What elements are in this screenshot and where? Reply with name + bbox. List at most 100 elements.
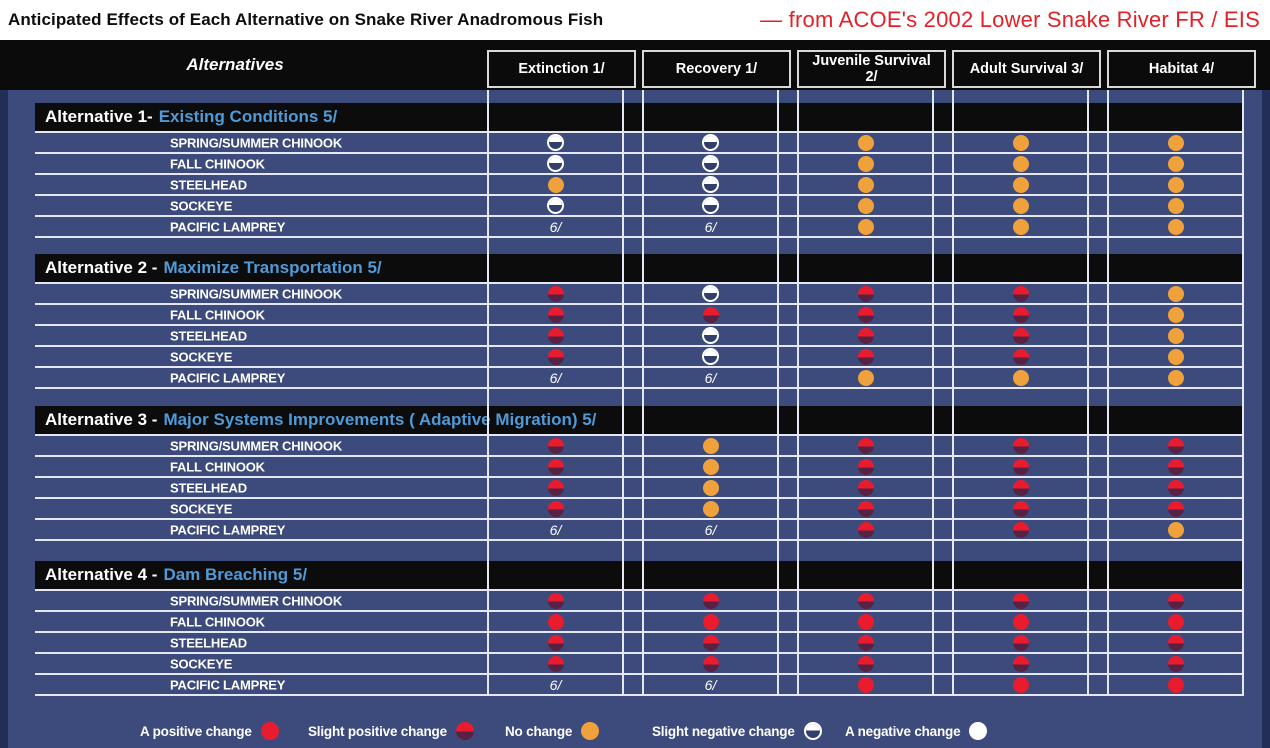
alternative-1-rows: SPRING/SUMMER CHINOOK FALL CHINOOK STEELHE…	[35, 131, 1244, 238]
effect-cell	[797, 196, 934, 215]
effect-cell: 6/	[487, 368, 624, 387]
species-label: SPRING/SUMMER CHINOOK	[170, 438, 343, 453]
slight-positive-dot-icon	[1012, 592, 1029, 609]
effect-cell	[642, 654, 779, 673]
effect-cell	[1107, 368, 1244, 387]
alternatives-corner-label: Alternatives	[186, 55, 284, 74]
table-row: FALL CHINOOK	[35, 612, 1244, 633]
grid-vline	[642, 90, 644, 694]
column-header-extinction: Extinction 1/	[487, 50, 636, 88]
slight-positive-dot-icon	[1012, 500, 1029, 517]
table-row: FALL CHINOOK	[35, 305, 1244, 326]
no-change-dot-icon	[857, 176, 874, 193]
slight-positive-dot-icon	[857, 634, 874, 651]
effect-cell	[797, 654, 934, 673]
legend-item-slight-positive: Slight positive change	[308, 714, 474, 748]
alternative-4-rows: SPRING/SUMMER CHINOOK FALL CHINOOK STEELHE…	[35, 589, 1244, 696]
slight-positive-dot-icon	[1167, 500, 1184, 517]
no-change-dot-icon	[1012, 218, 1029, 235]
footnote-marker: 6/	[549, 521, 562, 538]
left-edge-strip	[0, 90, 8, 748]
title-bar: Anticipated Effects of Each Alternative …	[0, 0, 1270, 40]
effect-cell	[642, 499, 779, 518]
alternative-2-heading: Alternative 2 - Maximize Transportation 5…	[35, 254, 1244, 282]
slight-positive-dot-icon	[702, 634, 719, 651]
effect-cell	[797, 675, 934, 694]
table-row: SPRING/SUMMER CHINOOK	[35, 284, 1244, 305]
slight-positive-dot-icon	[1167, 437, 1184, 454]
effect-cell	[952, 326, 1089, 345]
effect-cell	[1107, 612, 1244, 631]
effect-cell	[1107, 499, 1244, 518]
no-change-dot-icon	[1167, 306, 1184, 323]
table-row: PACIFIC LAMPREY 6/6/	[35, 368, 1244, 389]
right-edge-strip	[1262, 90, 1270, 748]
effect-cell	[797, 284, 934, 303]
legend-item-positive: A positive change	[140, 714, 279, 748]
effect-cell	[642, 284, 779, 303]
slight-positive-dot-icon	[547, 327, 564, 344]
effect-cell	[487, 305, 624, 324]
no-change-dot-icon	[1167, 134, 1184, 151]
effect-cell	[642, 457, 779, 476]
table-row: FALL CHINOOK	[35, 154, 1244, 175]
grid-vline	[1107, 90, 1109, 694]
species-label: SOCKEYE	[170, 198, 233, 213]
effect-cell	[642, 196, 779, 215]
slight-positive-dot-icon	[547, 592, 564, 609]
no-change-dot-icon	[702, 458, 719, 475]
alternative-4-heading: Alternative 4 - Dam Breaching 5/	[35, 561, 1244, 589]
section-alternative-4: Alternative 4 - Dam Breaching 5/ SPRING/S…	[0, 561, 1270, 696]
no-change-dot-icon	[1167, 155, 1184, 172]
section-alternative-3: Alternative 3 - Major Systems Improvement…	[0, 406, 1270, 541]
effect-cell	[952, 436, 1089, 455]
table-row: PACIFIC LAMPREY 6/6/	[35, 675, 1244, 696]
effect-cell	[952, 654, 1089, 673]
effect-cell	[1107, 305, 1244, 324]
effect-cell	[952, 196, 1089, 215]
effect-cell	[487, 436, 624, 455]
footnote-marker: 6/	[704, 676, 717, 693]
slight-positive-dot-icon	[1012, 634, 1029, 651]
effect-cell	[797, 347, 934, 366]
alternative-4-name: Dam Breaching 5/	[163, 565, 308, 584]
effect-cell	[487, 326, 624, 345]
effect-cell	[1107, 633, 1244, 652]
effect-cell	[487, 154, 624, 173]
species-label: SOCKEYE	[170, 501, 233, 516]
table-body: Alternative 1- Existing Conditions 5/ SPR…	[0, 90, 1270, 696]
effect-cell	[952, 478, 1089, 497]
effect-cell: 6/	[642, 368, 779, 387]
page-title: Anticipated Effects of Each Alternative …	[8, 10, 604, 29]
species-label: STEELHEAD	[170, 177, 247, 192]
effect-cell	[952, 457, 1089, 476]
species-label: SPRING/SUMMER CHINOOK	[170, 593, 343, 608]
species-label: STEELHEAD	[170, 328, 247, 343]
slight-positive-dot-icon	[1167, 458, 1184, 475]
slight-positive-dot-icon	[1012, 458, 1029, 475]
effect-cell: 6/	[487, 217, 624, 236]
effect-cell	[797, 175, 934, 194]
slight-positive-dot-icon	[547, 348, 564, 365]
column-header-juvenile-survival: Juvenile Survival 2/	[797, 50, 946, 88]
effect-cell	[1107, 196, 1244, 215]
positive-dot-icon	[547, 613, 564, 630]
grid-vline	[952, 90, 954, 694]
effect-cell	[1107, 154, 1244, 173]
slight-positive-dot-icon	[857, 285, 874, 302]
positive-dot-icon	[1167, 676, 1184, 693]
footnote-marker: 6/	[549, 369, 562, 386]
no-change-dot-icon	[1012, 155, 1029, 172]
slight-positive-dot-icon	[857, 479, 874, 496]
effect-cell	[487, 347, 624, 366]
alternative-2-rows: SPRING/SUMMER CHINOOK FALL CHINOOK STEELHE…	[35, 282, 1244, 389]
alternative-1-heading: Alternative 1- Existing Conditions 5/	[35, 103, 1244, 131]
slight-positive-dot-icon	[1167, 592, 1184, 609]
effect-cell	[642, 633, 779, 652]
grid-vline	[1087, 90, 1089, 694]
slight-negative-dot-icon	[547, 197, 564, 214]
effect-cell	[487, 175, 624, 194]
species-label: STEELHEAD	[170, 480, 247, 495]
table-row: STEELHEAD	[35, 633, 1244, 654]
